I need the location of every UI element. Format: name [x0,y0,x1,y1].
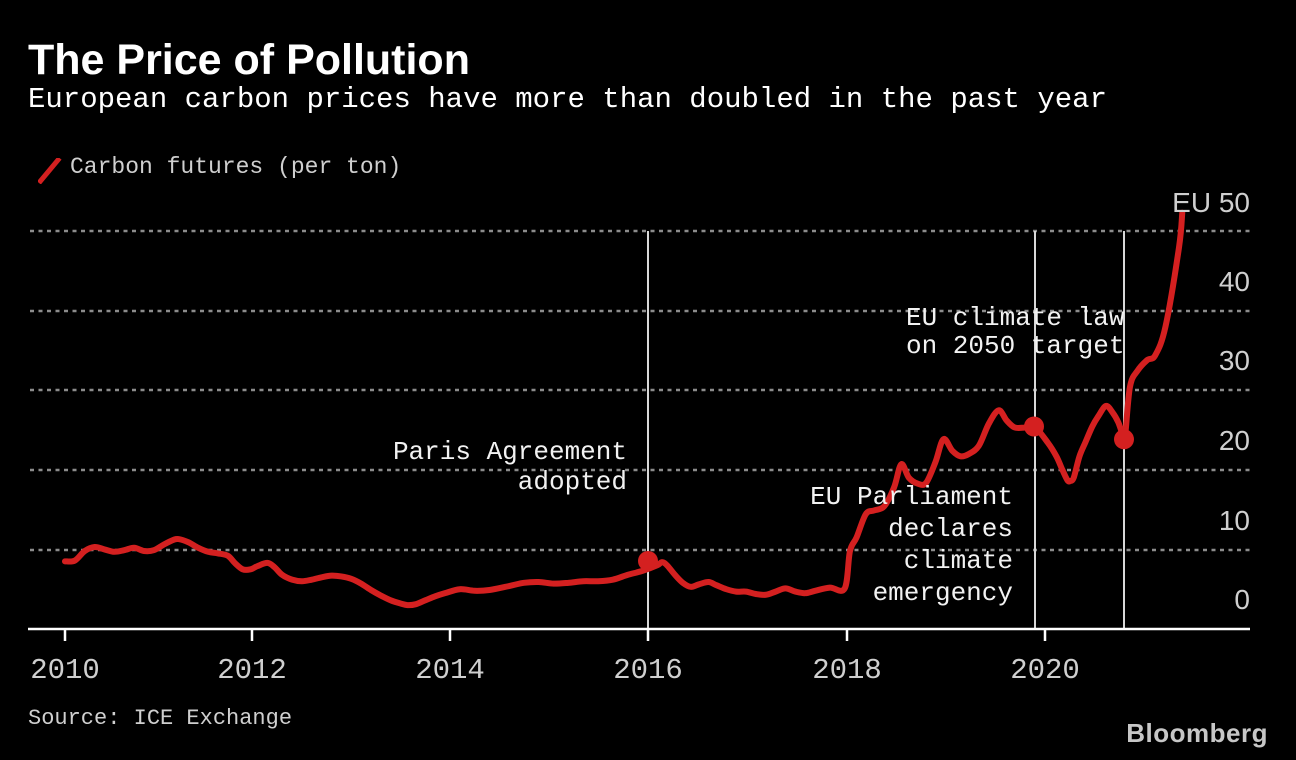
svg-text:on 2050 target: on 2050 target [906,331,1124,361]
svg-text:emergency: emergency [873,578,1013,608]
svg-text:2018: 2018 [812,654,882,687]
svg-text:2010: 2010 [30,654,100,687]
svg-text:2014: 2014 [415,654,485,687]
svg-text:0: 0 [1234,584,1250,615]
svg-text:2012: 2012 [217,654,287,687]
svg-text:30: 30 [1219,345,1250,376]
svg-text:EU 50: EU 50 [1172,187,1250,218]
svg-text:2016: 2016 [613,654,683,687]
svg-text:EU Parliament: EU Parliament [810,482,1013,512]
svg-text:adopted: adopted [518,467,627,497]
svg-text:climate: climate [904,546,1013,576]
svg-text:2020: 2020 [1010,654,1080,687]
svg-text:declares: declares [888,514,1013,544]
svg-text:EU climate law: EU climate law [906,303,1125,333]
svg-text:Paris Agreement: Paris Agreement [393,437,627,467]
svg-text:40: 40 [1219,266,1250,297]
svg-text:10: 10 [1219,505,1250,536]
svg-text:20: 20 [1219,425,1250,456]
